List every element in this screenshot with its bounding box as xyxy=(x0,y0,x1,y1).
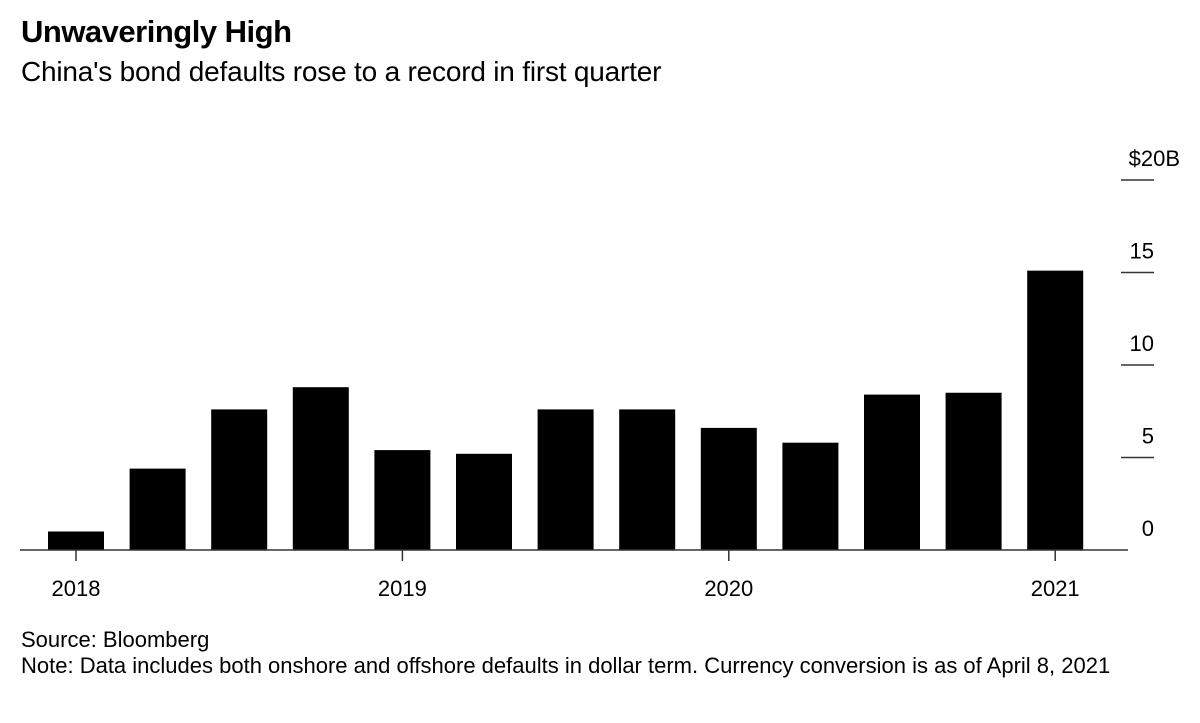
y-tick-label: 15 xyxy=(1130,239,1154,264)
chart-footer: Source: Bloomberg Note: Data includes bo… xyxy=(21,627,1191,679)
source-note: Source: Bloomberg xyxy=(21,627,210,652)
bar-q2-2019 xyxy=(456,453,512,550)
x-tick-label: 2021 xyxy=(1031,576,1080,601)
chart-subtitle: China's bond defaults rose to a record i… xyxy=(21,56,662,87)
bar-q3-2020 xyxy=(864,394,920,550)
y-tick-label: $20B xyxy=(1129,146,1180,171)
data-note: Note: Data includes both onshore and off… xyxy=(21,653,1111,678)
bar-q2-2018 xyxy=(129,468,186,550)
bar-q1-2018 xyxy=(48,531,104,550)
bar-q1-2020 xyxy=(700,427,757,550)
y-axis-ticks: $20B 15 10 5 0 xyxy=(1121,146,1180,541)
bar-q1-2021 xyxy=(1027,270,1084,550)
x-axis-ticks: 2018 2019 2020 2021 xyxy=(52,550,1080,601)
bar-q1-2019 xyxy=(374,450,431,550)
bar-q4-2018 xyxy=(292,387,349,550)
bars-group xyxy=(48,270,1084,550)
y-tick-label: 5 xyxy=(1142,424,1154,449)
chart-title: Unwaveringly High xyxy=(21,14,292,49)
y-tick-label: 0 xyxy=(1142,516,1154,541)
x-tick-label: 2020 xyxy=(704,576,753,601)
y-tick-label: 10 xyxy=(1130,331,1154,356)
x-tick-label: 2019 xyxy=(378,576,427,601)
bar-q4-2019 xyxy=(619,409,676,550)
bar-q2-2020 xyxy=(782,442,839,550)
bar-q3-2019 xyxy=(537,409,594,550)
x-tick-label: 2018 xyxy=(52,576,101,601)
bar-q3-2018 xyxy=(211,409,268,550)
bar-q4-2020 xyxy=(945,392,1002,550)
